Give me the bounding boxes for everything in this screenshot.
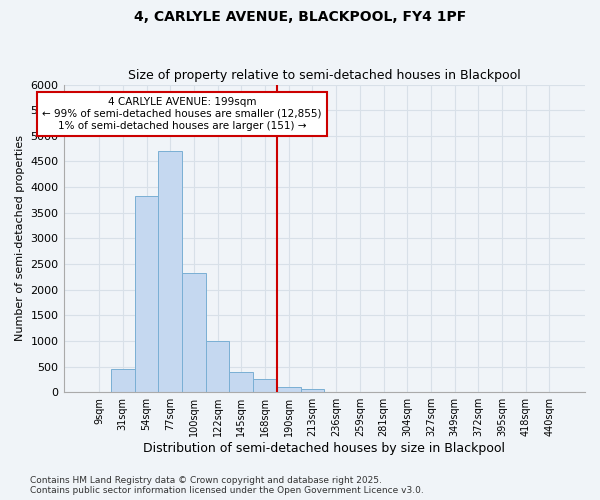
Bar	[158, 151, 182, 392]
Text: Contains HM Land Registry data © Crown copyright and database right 2025.
Contai: Contains HM Land Registry data © Crown c…	[30, 476, 424, 495]
Bar	[301, 388, 324, 392]
Bar	[182, 273, 206, 392]
Title: Size of property relative to semi-detached houses in Blackpool: Size of property relative to semi-detach…	[128, 69, 521, 82]
X-axis label: Distribution of semi-detached houses by size in Blackpool: Distribution of semi-detached houses by …	[143, 442, 505, 455]
Bar	[253, 380, 277, 392]
Bar	[134, 196, 158, 392]
Bar	[229, 372, 253, 392]
Text: 4 CARLYLE AVENUE: 199sqm
← 99% of semi-detached houses are smaller (12,855)
1% o: 4 CARLYLE AVENUE: 199sqm ← 99% of semi-d…	[43, 98, 322, 130]
Text: 4, CARLYLE AVENUE, BLACKPOOL, FY4 1PF: 4, CARLYLE AVENUE, BLACKPOOL, FY4 1PF	[134, 10, 466, 24]
Bar	[206, 341, 229, 392]
Bar	[277, 387, 301, 392]
Bar	[111, 369, 134, 392]
Y-axis label: Number of semi-detached properties: Number of semi-detached properties	[15, 136, 25, 342]
